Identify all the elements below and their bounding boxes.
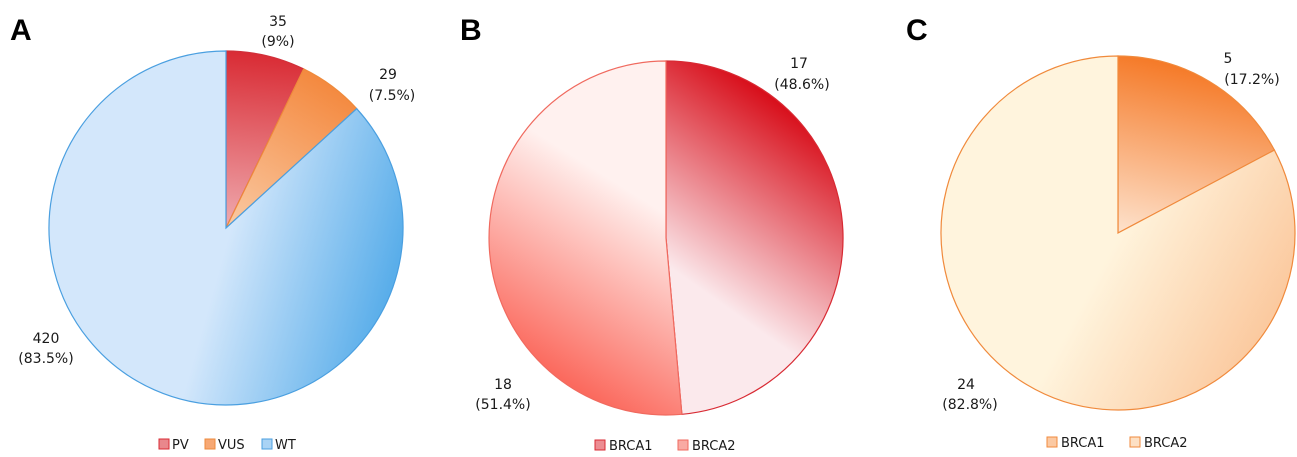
pie-slice-brca1 [1117, 55, 1276, 234]
slice-count-brca1-b: 18 [494, 377, 512, 393]
slice-count-brca2-c: 24 [957, 377, 975, 393]
slice-pct-brca2-c: (82.8%) [942, 397, 997, 413]
pie-slice-wt [48, 50, 404, 406]
slice-pct-brca1-c: (17.2%) [1224, 72, 1279, 88]
legend-swatch-brca1-c [1046, 436, 1058, 448]
legend-swatch-brca1-b [594, 439, 606, 451]
pie-slice-brca2 [665, 60, 844, 415]
legend-a: PV VUS WT [158, 438, 296, 453]
legend-swatch-wt [261, 438, 273, 450]
pie-chart-a [48, 50, 404, 406]
slice-pct-wt: (83.5%) [18, 351, 73, 367]
pie-slice-brca2 [940, 55, 1296, 411]
slice-pct-pv: (9%) [261, 34, 294, 50]
legend-b: BRCA1 BRCA2 [594, 439, 736, 454]
legend-label-brca2-c: BRCA2 [1144, 436, 1188, 451]
slice-pct-brca1-b: (51.4%) [475, 397, 530, 413]
slice-pct-brca2-b: (48.6%) [774, 77, 829, 93]
slice-count-brca2-b: 17 [790, 56, 808, 72]
legend-swatch-pv [158, 438, 170, 450]
slice-pct-vus: (7.5%) [369, 88, 416, 104]
pie-slice-brca1 [488, 60, 683, 416]
pie-chart-c [940, 55, 1296, 411]
legend-label-brca1-b: BRCA1 [609, 439, 653, 454]
slice-count-vus: 29 [379, 67, 397, 83]
legend-label-pv: PV [172, 438, 189, 453]
legend-swatch-brca2-b [677, 439, 689, 451]
pie-chart-b [488, 60, 844, 416]
panel-letter-b: B [460, 14, 482, 47]
panel-letter-c: C [906, 14, 928, 47]
panel-letter-a: A [10, 14, 32, 47]
slice-count-wt: 420 [33, 331, 60, 347]
panel-c: C 5 (17.2%) 24 (82.8%) BRCA1 BRCA2 [906, 14, 1296, 451]
legend-label-wt: WT [275, 438, 296, 453]
slice-count-pv: 35 [269, 14, 287, 30]
legend-label-brca2-b: BRCA2 [692, 439, 736, 454]
legend-swatch-brca2-c [1129, 436, 1141, 448]
legend-label-brca1-c: BRCA1 [1061, 436, 1105, 451]
panel-a: A 35 (9%) 29 (7.5%) 420 (83.5%) PV VUS W… [10, 14, 415, 453]
slice-count-brca1-c: 5 [1224, 51, 1233, 67]
legend-label-vus: VUS [218, 438, 245, 453]
legend-swatch-vus [204, 438, 216, 450]
panel-b: B 17 (48.6%) 18 (51.4%) BRCA1 BRCA2 [460, 14, 844, 454]
legend-c: BRCA1 BRCA2 [1046, 436, 1188, 451]
